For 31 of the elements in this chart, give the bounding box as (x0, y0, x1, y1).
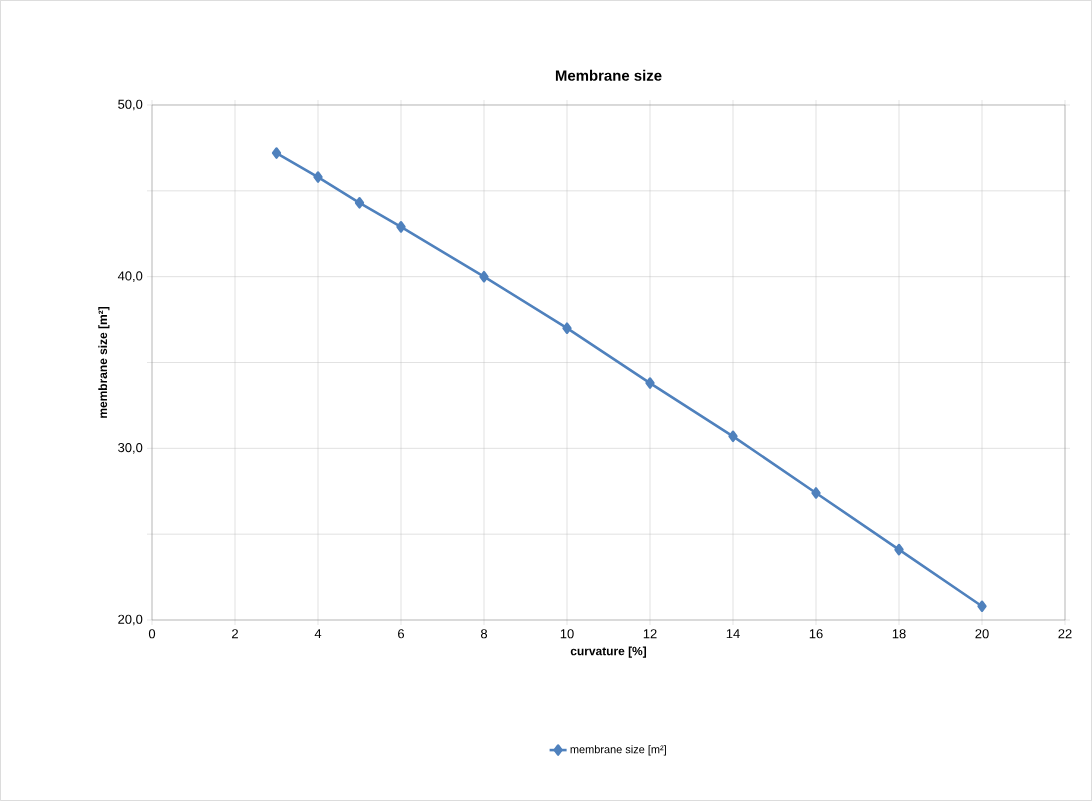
y-tick-label: 40,0 (117, 271, 143, 283)
x-tick-label: 22 (1058, 629, 1072, 639)
x-tick-label: 8 (480, 629, 488, 639)
x-axis-title: curvature [%] (570, 646, 647, 658)
y-tick-label: 50,0 (118, 99, 143, 111)
point (645, 377, 655, 389)
point (728, 430, 738, 443)
point (313, 171, 323, 183)
y-tick-label: 20,0 (118, 614, 143, 626)
x-tick-label: 10 (560, 629, 574, 639)
point (479, 270, 489, 283)
x-tick-label: 4 (314, 629, 322, 639)
chart-title: Membrane size (555, 69, 662, 81)
point (562, 322, 572, 334)
x-tick-label: 0 (148, 629, 156, 639)
x-tick-label: 14 (726, 629, 740, 639)
x-tick-label: 2 (232, 629, 238, 639)
point (354, 197, 365, 209)
x-tick-label: 20 (975, 629, 989, 639)
y-tick-label: 30,0 (118, 442, 143, 454)
x-tick-label: 6 (398, 629, 405, 639)
y-axis-title: membrane size [m²] (98, 307, 110, 418)
point (894, 543, 904, 556)
point (271, 147, 282, 159)
point (811, 487, 821, 499)
point (396, 221, 406, 233)
point (977, 600, 987, 613)
x-tick-label: 16 (809, 629, 823, 639)
x-tick-label: 18 (892, 629, 906, 639)
x-tick-label: 12 (643, 629, 657, 639)
legend-label: membrane size [m²] (570, 745, 666, 756)
